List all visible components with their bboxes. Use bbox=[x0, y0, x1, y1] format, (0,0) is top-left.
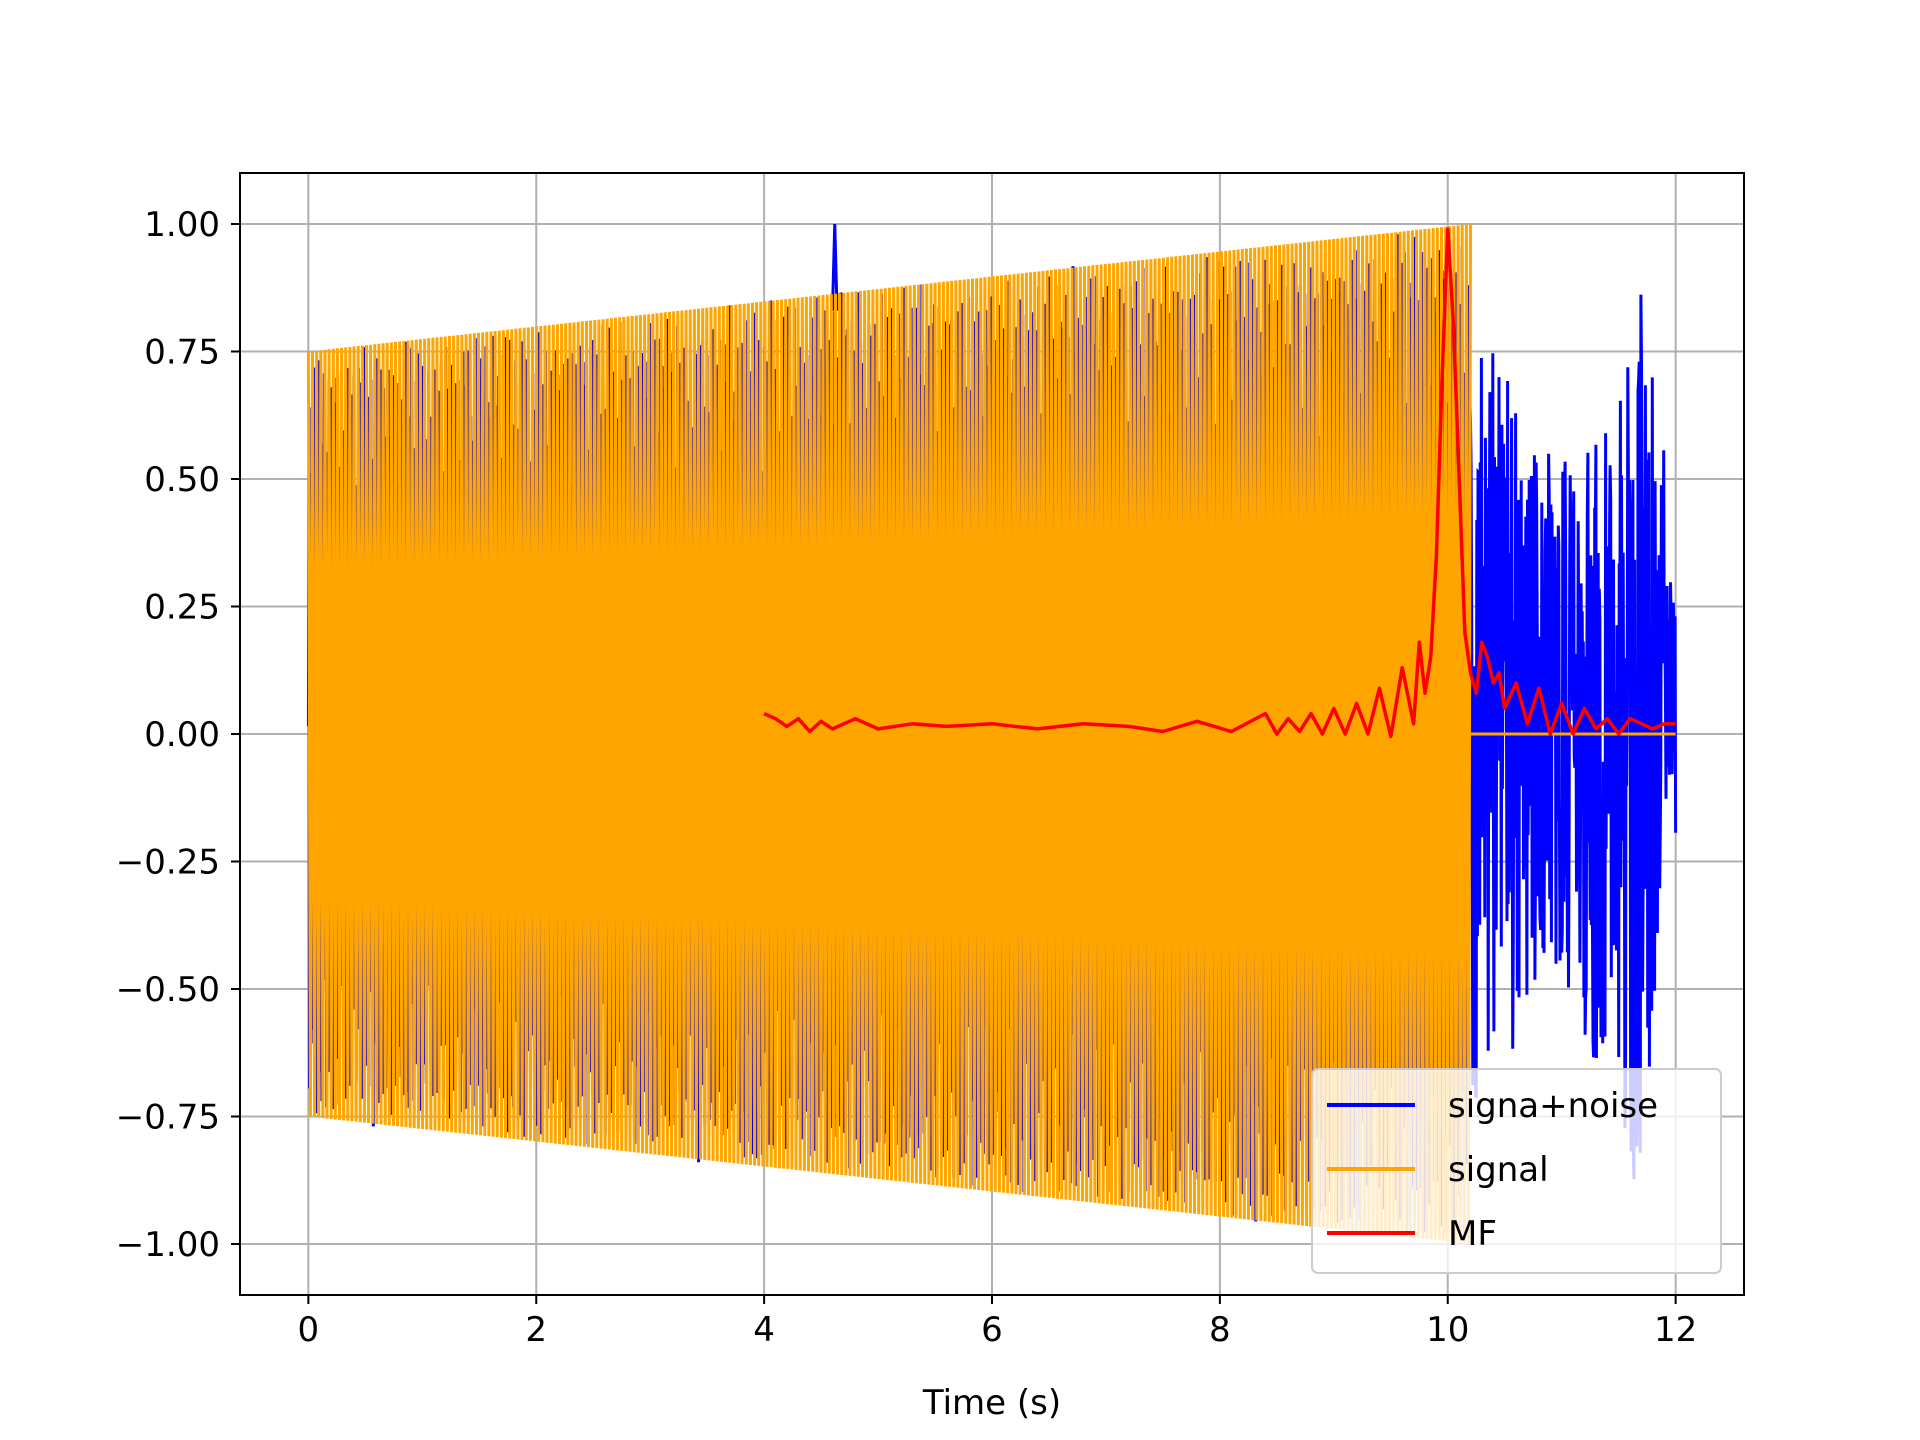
legend-label: signal bbox=[1448, 1150, 1549, 1190]
x-axis-label: Time (s) bbox=[922, 1383, 1061, 1423]
y-tick-label: −0.25 bbox=[116, 843, 220, 883]
y-tick-label: 0.25 bbox=[144, 588, 220, 628]
y-tick-label: −0.75 bbox=[116, 1098, 220, 1138]
y-tick-label: 0.00 bbox=[144, 715, 220, 755]
x-tick-label: 0 bbox=[298, 1310, 320, 1350]
x-tick-label: 2 bbox=[525, 1310, 547, 1350]
legend-label: MF bbox=[1448, 1214, 1497, 1254]
y-tick-label: 0.75 bbox=[144, 333, 220, 373]
legend: signa+noise signal MF bbox=[1311, 1068, 1722, 1274]
x-tick-label: 4 bbox=[753, 1310, 775, 1350]
y-tick-label: 0.50 bbox=[144, 460, 220, 500]
y-tick-label: 1.00 bbox=[144, 205, 220, 245]
series-layer bbox=[306, 223, 1678, 1244]
legend-label: signa+noise bbox=[1448, 1086, 1658, 1126]
x-tick-label: 6 bbox=[981, 1310, 1003, 1350]
y-tick-label: −0.50 bbox=[116, 970, 220, 1010]
series-signal bbox=[306, 223, 1472, 1244]
x-tick-label: 12 bbox=[1654, 1310, 1697, 1350]
x-tick-label: 8 bbox=[1209, 1310, 1231, 1350]
axis-ticks: 0 2 4 6 8 10 12 1.00 0.75 0.50 0.25 0.00 −0.25 −0.50 −… bbox=[116, 205, 1697, 1350]
x-tick-label: 10 bbox=[1426, 1310, 1469, 1350]
series-mf bbox=[763, 227, 1676, 739]
y-tick-label: −1.00 bbox=[116, 1225, 220, 1265]
legend-box bbox=[1311, 1068, 1722, 1274]
